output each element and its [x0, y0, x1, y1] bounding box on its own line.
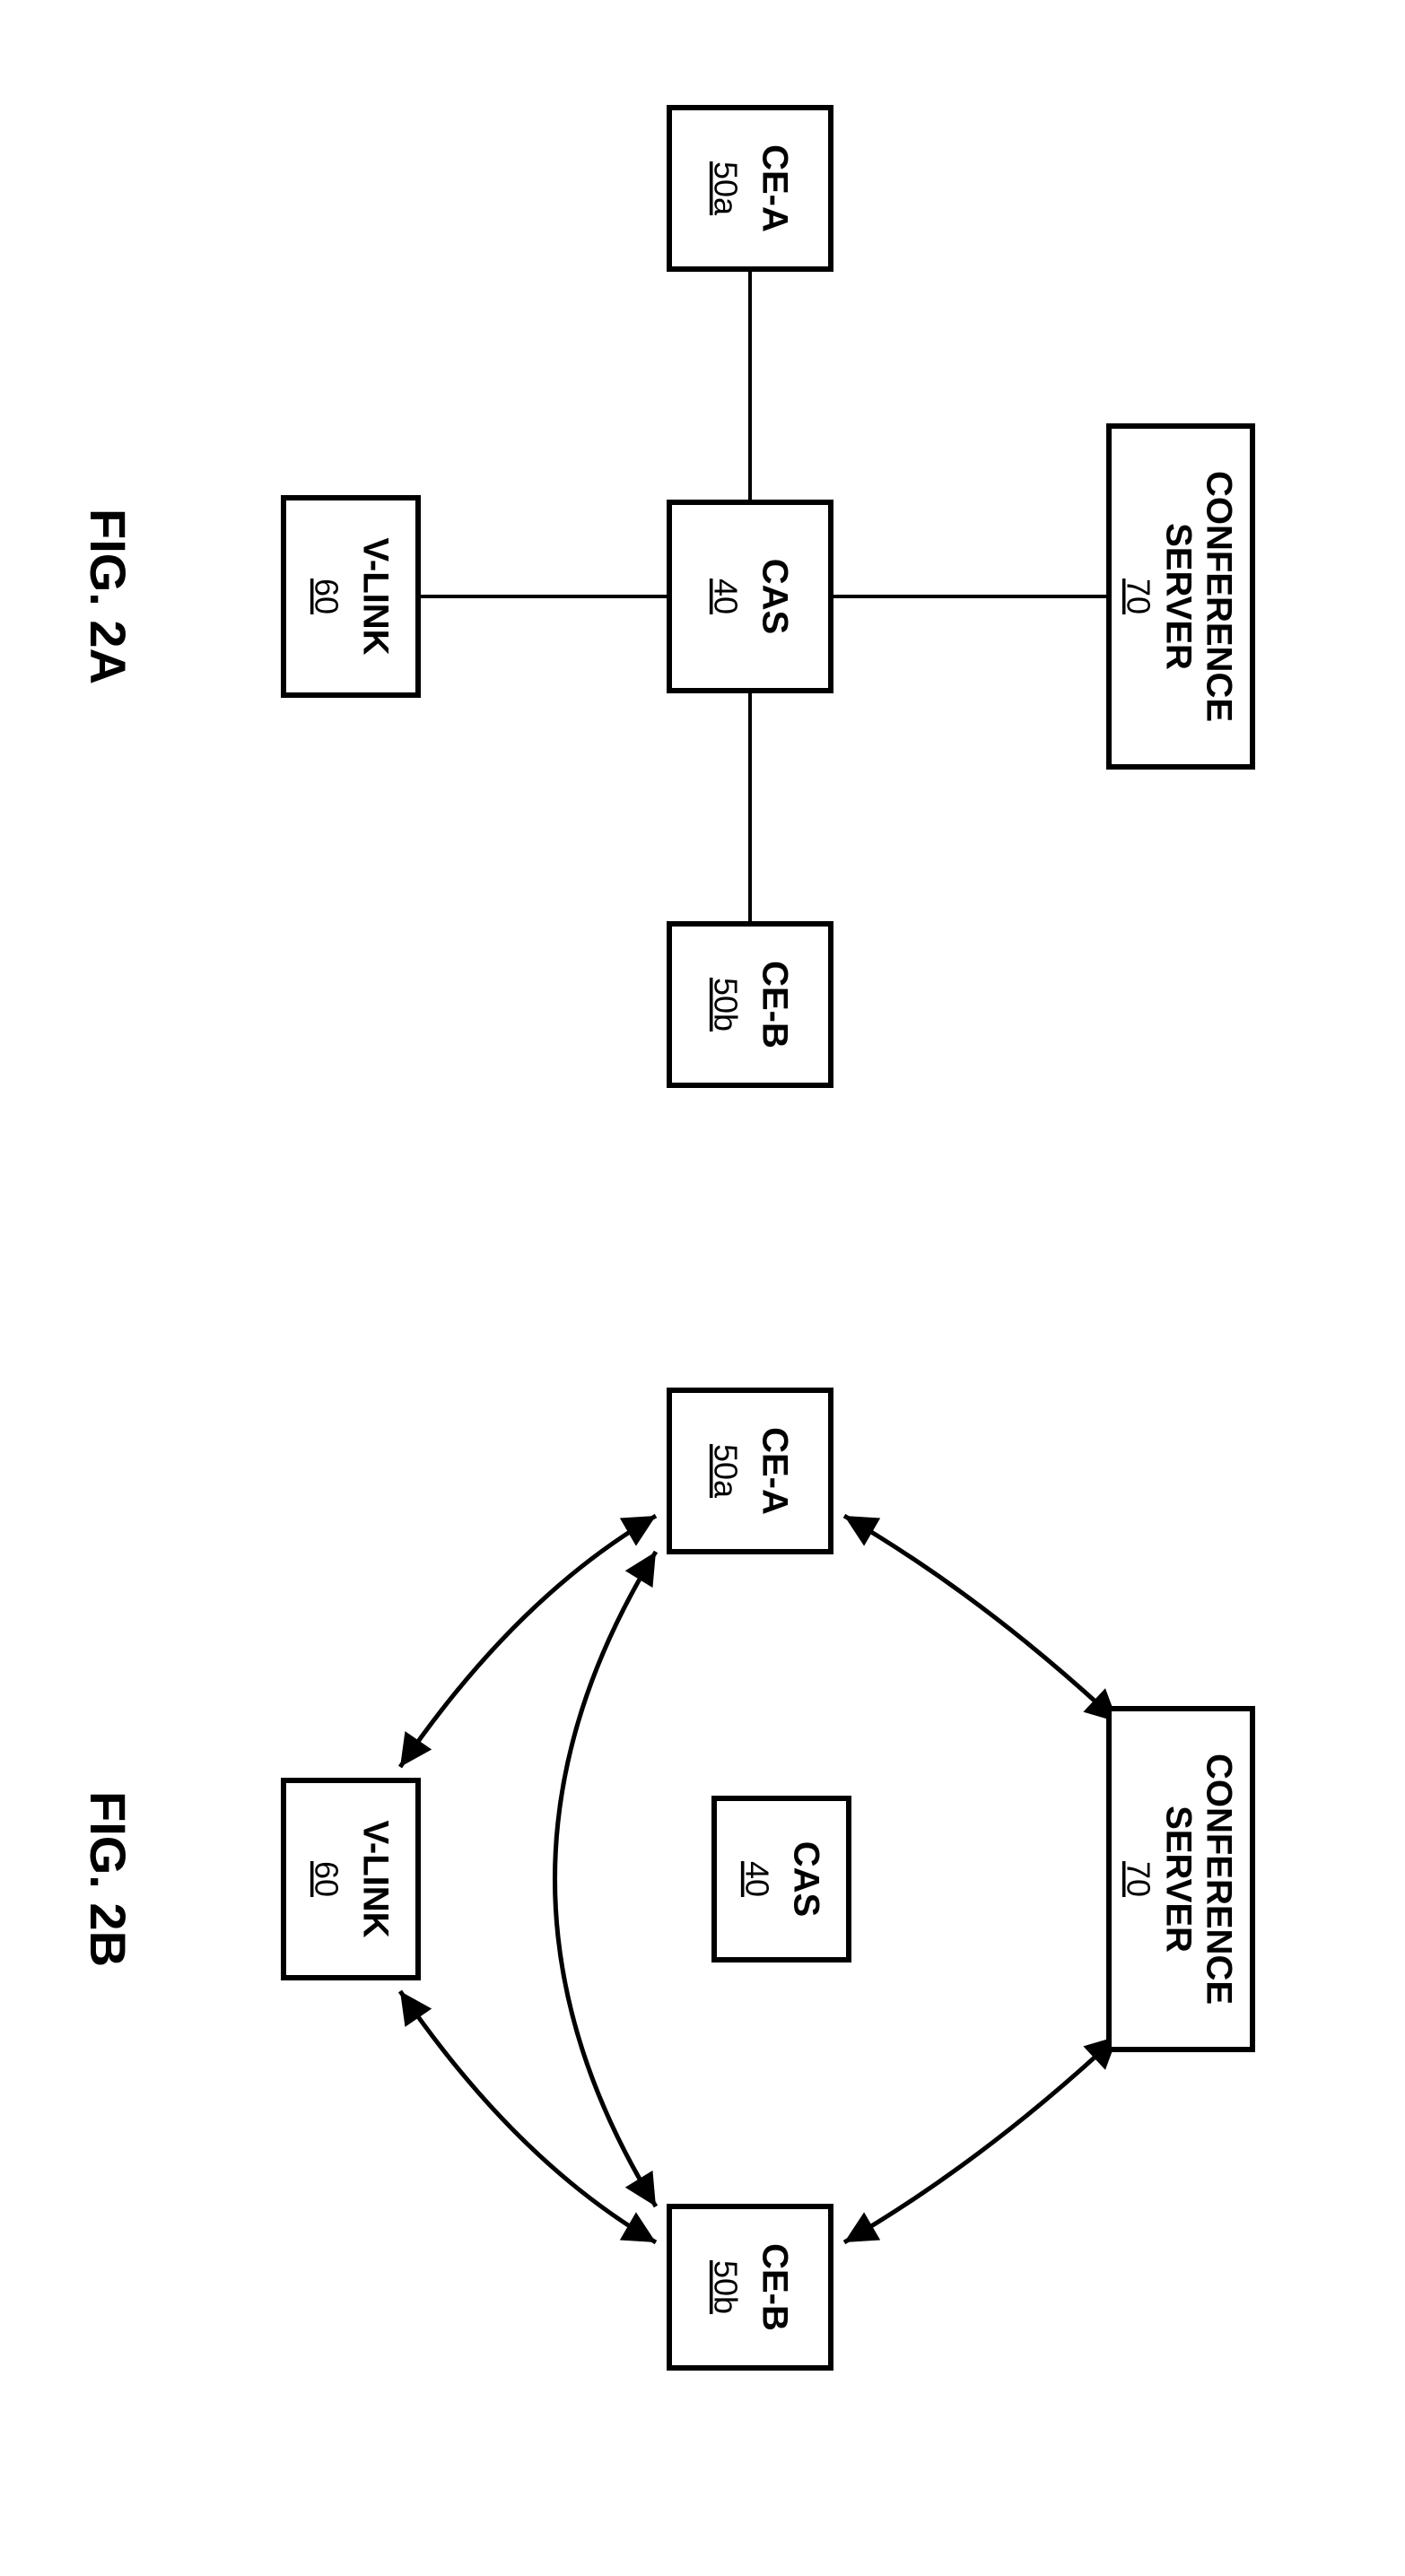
fig2b-cea-box: CE-A 50a: [669, 1390, 831, 1552]
fig2b-arrow-conf-cea: [844, 1516, 1118, 1722]
fig2a-conf-line1: CONFERENCE: [1199, 471, 1238, 722]
fig2b-ceb-box: CE-B 50b: [669, 2206, 831, 2368]
fig2b-vlink-label: V-LINK: [355, 1820, 395, 1937]
fig2b-ceb-label: CE-B: [755, 2243, 794, 2331]
fig2b-ceb-id: 50b: [707, 2260, 744, 2314]
fig2b-caption: FIG. 2B: [80, 1791, 136, 1967]
fig2a-cea-label: CE-A: [755, 144, 794, 232]
fig2b-cea-id: 50a: [707, 1444, 744, 1499]
fig2a-conf-line2: SERVER: [1158, 523, 1198, 670]
fig-2b: CONFERENCE SERVER 70 CAS 40 CE-A 50a: [80, 1390, 1252, 2368]
fig2a-vlink-box: V-LINK 60: [284, 498, 418, 695]
fig2b-arrow-ceb-vlink: [400, 1991, 656, 2242]
fig2b-vlink-id: 60: [308, 1861, 345, 1897]
fig2a-ceb-box: CE-B 50b: [669, 924, 831, 1085]
fig2a-ceb-id: 50b: [707, 978, 744, 1031]
fig2b-arrow-cea-vlink: [400, 1516, 656, 1767]
fig-2a: CONFERENCE SERVER 70 CAS 40 CE-A 50a: [80, 108, 1252, 1085]
fig2a-cea-id: 50a: [707, 161, 744, 216]
fig2a-conf-id: 70: [1120, 579, 1156, 614]
fig2b-conf-line1: CONFERENCE: [1199, 1754, 1238, 2005]
fig2a-ceb-label: CE-B: [755, 961, 794, 1049]
fig2b-cea-label: CE-A: [755, 1427, 794, 1515]
fig2b-conf-id: 70: [1120, 1861, 1156, 1897]
fig2a-vlink-label: V-LINK: [355, 537, 395, 655]
page: CONFERENCE SERVER 70 CAS 40 CE-A 50a: [0, 0, 1405, 2576]
fig2a-cas-label: CAS: [755, 559, 794, 634]
fig2a-cas-box: CAS 40: [669, 502, 831, 691]
fig2a-vlink-id: 60: [308, 579, 345, 614]
fig2b-cas-label: CAS: [786, 1841, 825, 1917]
fig2b-conf-line2: SERVER: [1158, 1806, 1198, 1953]
fig2a-cas-id: 40: [707, 579, 744, 614]
fig2b-cas-box: CAS 40: [714, 1798, 849, 1960]
fig2a-caption: FIG. 2A: [80, 509, 136, 684]
fig2a-conference-server-box: CONFERENCE SERVER 70: [1109, 426, 1252, 767]
diagram-svg: CONFERENCE SERVER 70 CAS 40 CE-A 50a: [0, 0, 1405, 2576]
fig2a-cea-box: CE-A 50a: [669, 108, 831, 269]
fig2b-arrow-conf-ceb: [844, 2036, 1118, 2242]
fig2b-cas-id: 40: [738, 1861, 775, 1897]
fig2b-conference-server-box: CONFERENCE SERVER 70: [1109, 1709, 1252, 2049]
fig2b-vlink-box: V-LINK 60: [284, 1780, 418, 1978]
fig2b-arrow-cea-ceb: [555, 1552, 657, 2206]
